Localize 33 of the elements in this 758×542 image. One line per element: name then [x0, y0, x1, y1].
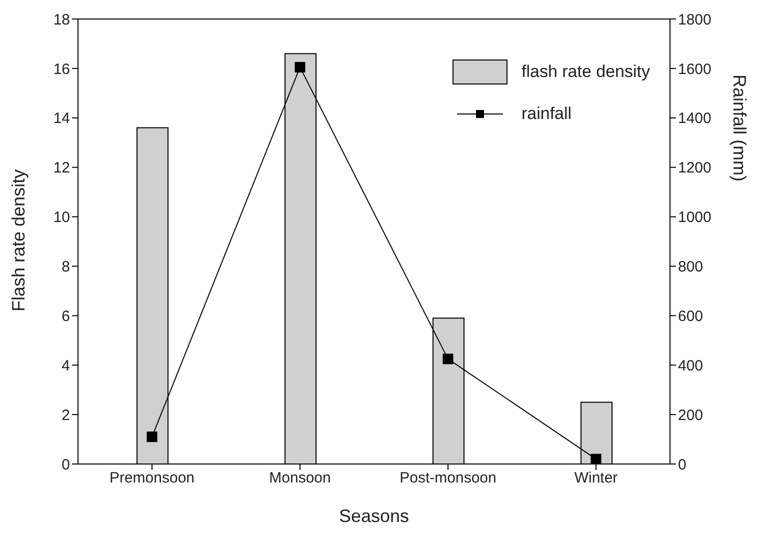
y-tick-label: 16 — [53, 60, 70, 78]
y-tick-label: 0 — [62, 456, 70, 474]
y-tick-label: 10 — [53, 209, 70, 226]
point — [294, 62, 306, 72]
y2-tick-label: 200 — [678, 406, 704, 424]
point — [590, 454, 602, 464]
y-tick-label: 14 — [53, 110, 70, 128]
x-tick-label: Monsoon — [269, 470, 331, 487]
y2-tick-label: 600 — [678, 308, 704, 325]
x-tick-label: Winter — [574, 470, 618, 487]
y-tick-label: 6 — [62, 308, 70, 325]
x-tick-label: Post-monsoon — [400, 470, 496, 487]
y-axis-title: Flash rate density — [8, 169, 28, 312]
legend-label: rainfall — [521, 104, 572, 124]
y2-tick-label: 1000 — [678, 209, 712, 226]
y2-tick-label: 400 — [678, 357, 704, 374]
y2-axis-title: Rainfall (mm) — [730, 74, 750, 182]
y2-tick-label: 1200 — [678, 160, 712, 177]
y-tick-label: 4 — [62, 357, 70, 374]
y-tick-label: 12 — [53, 160, 70, 177]
y-tick-label: 18 — [53, 11, 70, 28]
legend-label: flash rate density — [521, 62, 650, 82]
point — [146, 432, 158, 442]
y2-tick-label: 800 — [678, 258, 704, 276]
y2-tick-label: 1600 — [678, 60, 712, 78]
y-tick-label: 8 — [62, 258, 70, 276]
x-axis-title: Seasons — [338, 506, 410, 526]
y2-tick-label: 1800 — [678, 11, 712, 28]
y-tick-label: 2 — [62, 406, 70, 424]
point — [442, 354, 454, 364]
y2-tick-label: 1400 — [678, 110, 712, 128]
y2-tick-label: 0 — [678, 456, 686, 474]
x-tick-label: Premonsoon — [109, 470, 195, 487]
